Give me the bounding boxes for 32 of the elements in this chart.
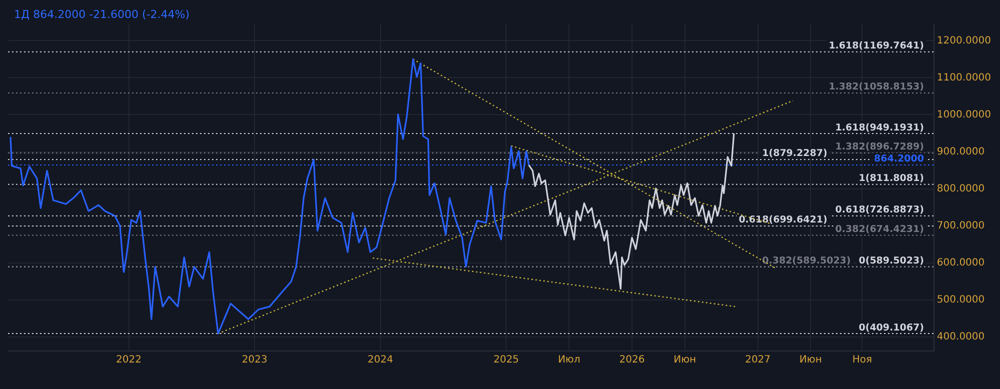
x-tick-label: Июн [799, 354, 822, 366]
y-tick-label: 800.0000 [936, 183, 985, 194]
x-tick-label: Ноя [852, 354, 872, 366]
ref-line-label: 1.382(1058.8153) [828, 82, 924, 93]
y-tick-label: 1200.0000 [936, 35, 991, 46]
x-tick-label: 2024 [368, 354, 394, 366]
y-tick-label: 1100.0000 [936, 72, 991, 84]
ref-line-label: 1(811.8081) [858, 173, 924, 184]
ref-line-label: 0.618(726.8873) [835, 204, 924, 216]
x-tick-label: 2023 [242, 354, 268, 366]
x-tick-label: Июл [558, 354, 580, 366]
ref-line-label: 864.2000 [874, 154, 924, 165]
y-tick-label: 500.0000 [936, 294, 985, 306]
x-tick-label: 2027 [745, 354, 771, 366]
ref-line-label: 0.382(589.5023) [762, 255, 851, 266]
ref-line-label: 0(589.5023) [858, 255, 924, 266]
ref-line-label: 1.618(1169.7641) [828, 40, 924, 52]
y-tick-label: 400.0000 [936, 332, 985, 343]
ref-line-label: 0.382(674.4231) [835, 224, 924, 236]
x-tick-label: 2026 [619, 354, 645, 366]
ref-line-label: 0(409.1067) [858, 322, 924, 334]
x-tick-label: 2025 [493, 354, 519, 366]
chart-title: 1Д 864.2000 -21.6000 (-2.44%) [14, 8, 190, 21]
ref-line-label: 1(879.2287) [762, 148, 828, 160]
y-tick-label: 700.0000 [936, 220, 985, 232]
y-tick-label: 1000.0000 [936, 109, 991, 120]
x-tick-label: 2022 [116, 354, 142, 366]
y-tick-label: 600.0000 [936, 257, 985, 268]
ref-line-label: 1.382(896.7289) [835, 142, 924, 153]
x-tick-label: Июн [674, 354, 696, 366]
y-tick-label: 900.0000 [936, 146, 985, 158]
ref-line-label: 1.618(949.1931) [835, 122, 924, 134]
